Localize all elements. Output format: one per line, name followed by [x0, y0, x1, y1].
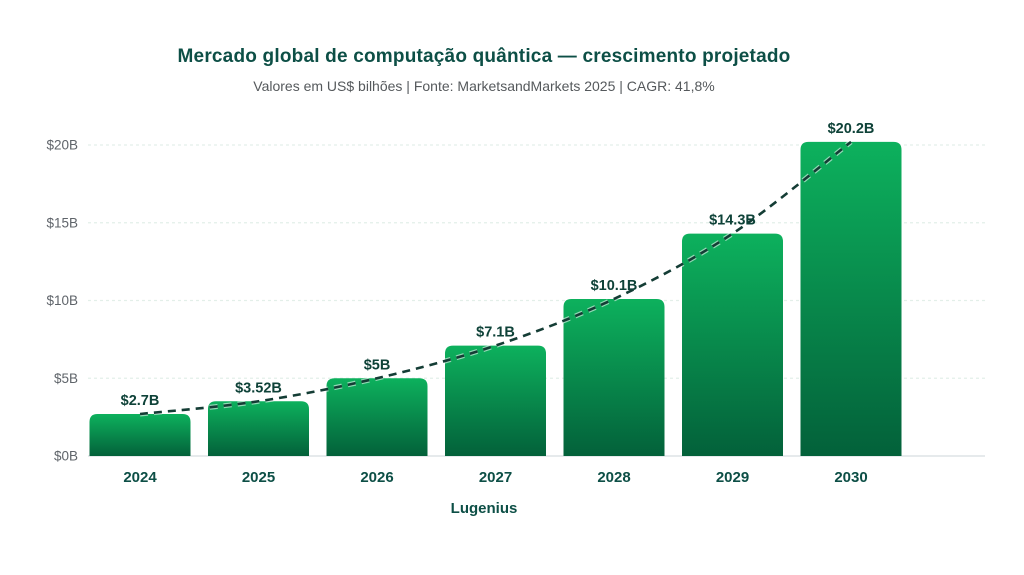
x-axis-label-2025: 2025: [242, 469, 275, 486]
bar-2029: [682, 233, 783, 456]
x-axis-label-2029: 2029: [716, 469, 749, 486]
y-axis-tick-0b: $0B: [54, 449, 78, 464]
value-label-2029: $14.3B: [709, 213, 756, 229]
value-label-2025: $3.52B: [235, 380, 282, 396]
value-label-2027: $7.1B: [476, 325, 515, 341]
trend-line: [139, 140, 852, 416]
x-axis-label-2028: 2028: [597, 469, 630, 486]
x-axis-label-2030: 2030: [834, 469, 867, 486]
chart-subtitle: Valores em US$ bilhões | Fonte: Marketsa…: [253, 78, 715, 94]
value-label-2028: $10.1B: [591, 278, 638, 294]
chart-title: Mercado global de computação quântica — …: [177, 46, 791, 67]
value-label-2030: $20.2B: [828, 121, 875, 137]
bar-2027: [445, 345, 546, 456]
value-label-2026: $5B: [364, 357, 391, 373]
bar-2024: [89, 414, 191, 456]
bar-2028: [563, 298, 665, 456]
bar-2026: [326, 378, 428, 456]
y-axis-tick-5b: $5B: [54, 371, 78, 386]
y-axis-tick-20b: $20B: [46, 138, 78, 153]
value-label-2024: $2.7B: [121, 393, 160, 409]
y-axis-tick-15b: $15B: [46, 215, 78, 230]
y-axis-tick-10b: $10B: [46, 293, 78, 308]
x-axis-label-2027: 2027: [479, 469, 512, 486]
brand-label: Lugenius: [450, 500, 518, 517]
bar-2030: [800, 141, 902, 456]
bar-2025: [208, 401, 309, 456]
x-axis-label-2026: 2026: [360, 469, 393, 486]
x-axis-label-2024: 2024: [123, 469, 157, 486]
